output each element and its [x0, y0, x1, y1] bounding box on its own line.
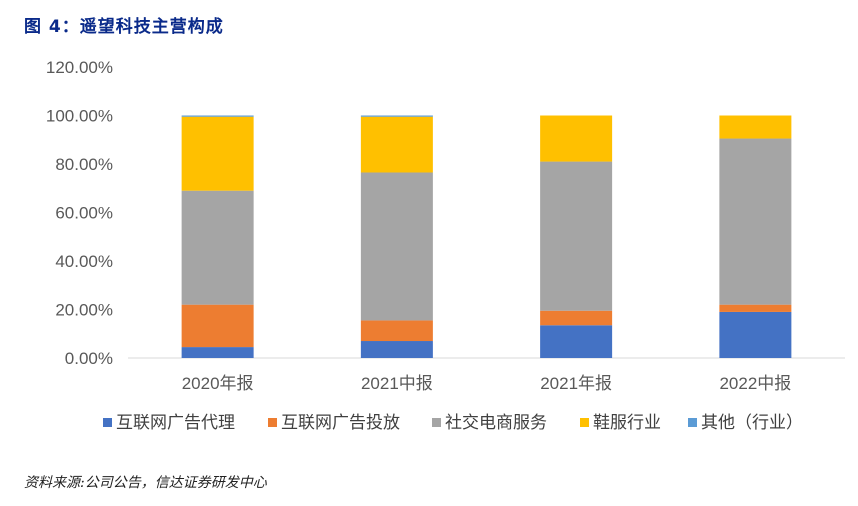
figure-title: 图 4：遥望科技主营构成	[24, 17, 224, 37]
bar-segment	[181, 347, 254, 358]
bars-group	[181, 115, 792, 358]
bar-segment	[540, 310, 613, 326]
y-tick-label: 120.00%	[46, 58, 113, 77]
bar-segment	[181, 116, 254, 191]
y-tick-label: 60.00%	[55, 204, 113, 223]
legend-swatch	[688, 418, 697, 427]
bar-segment	[181, 304, 254, 348]
x-tick-label: 2020年报	[182, 374, 254, 393]
y-axis: 0.00% 20.00% 40.00% 60.00% 80.00% 100.00% 120.…	[46, 58, 113, 368]
legend-swatch	[580, 418, 589, 427]
bar-segment	[540, 161, 613, 311]
bar-segment	[719, 311, 792, 358]
bar-segment	[360, 341, 433, 358]
bar-segment	[360, 172, 433, 321]
bar-segment	[719, 304, 792, 312]
y-tick-label: 20.00%	[55, 301, 113, 320]
bar-segment	[360, 320, 433, 342]
y-tick-label: 0.00%	[65, 349, 113, 368]
legend-label: 鞋服行业	[593, 413, 661, 433]
bar-segment	[719, 138, 792, 305]
stacked-bar-chart: 0.00% 20.00% 40.00% 60.00% 80.00% 100.00% 120.…	[46, 58, 845, 433]
bar-segment	[540, 325, 613, 358]
x-axis: 2020年报 2021中报 2021年报 2022中报	[182, 374, 792, 393]
source-note: 资料来源:公司公告，信达证券研发中心	[24, 475, 267, 491]
y-tick-label: 40.00%	[55, 252, 113, 271]
bar-segment	[719, 115, 792, 139]
bar-segment	[360, 116, 433, 173]
legend-swatch	[432, 418, 441, 427]
legend-label: 其他（行业）	[701, 413, 803, 433]
legend-label: 社交电商服务	[445, 413, 547, 433]
y-tick-label: 100.00%	[46, 107, 113, 126]
x-tick-label: 2021年报	[540, 374, 612, 393]
y-tick-label: 80.00%	[55, 155, 113, 174]
bar-segment	[360, 115, 433, 117]
x-tick-label: 2021中报	[361, 374, 433, 393]
bar-segment	[540, 115, 613, 162]
legend: 互联网广告代理 互联网广告投放 社交电商服务 鞋服行业 其他（行业）	[103, 413, 803, 433]
legend-label: 互联网广告投放	[281, 413, 400, 433]
legend-swatch	[103, 418, 112, 427]
legend-label: 互联网广告代理	[116, 413, 235, 433]
legend-swatch	[268, 418, 277, 427]
bar-segment	[181, 115, 254, 117]
bar-segment	[181, 190, 254, 305]
x-tick-label: 2022中报	[719, 374, 791, 393]
